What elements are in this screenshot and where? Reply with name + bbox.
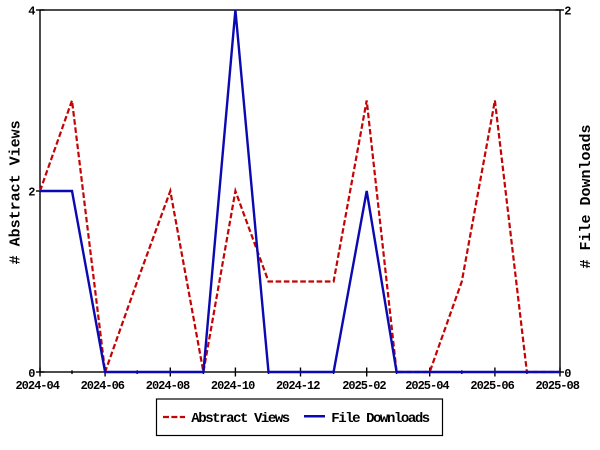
svg-text:2024-04: 2024-04 (15, 379, 59, 393)
svg-text:2025-02: 2025-02 (342, 379, 386, 393)
svg-text:2024-10: 2024-10 (211, 379, 255, 393)
svg-text:2024-12: 2024-12 (276, 379, 320, 393)
svg-text:# Abstract Views: # Abstract Views (8, 120, 25, 264)
svg-text:2024-06: 2024-06 (81, 379, 125, 393)
svg-text:2: 2 (28, 185, 35, 199)
svg-text:2025-08: 2025-08 (535, 379, 579, 393)
svg-text:2024-08: 2024-08 (146, 379, 190, 393)
svg-text:File Downloads: File Downloads (331, 411, 429, 427)
svg-text:2025-04: 2025-04 (405, 379, 449, 393)
svg-text:2: 2 (564, 5, 571, 19)
svg-text:2025-06: 2025-06 (470, 379, 514, 393)
svg-text:0: 0 (564, 367, 571, 381)
svg-text:4: 4 (28, 5, 35, 19)
svg-text:Abstract Views: Abstract Views (191, 411, 289, 427)
svg-text:0: 0 (28, 367, 35, 381)
svg-text:# File Downloads: # File Downloads (578, 124, 595, 268)
